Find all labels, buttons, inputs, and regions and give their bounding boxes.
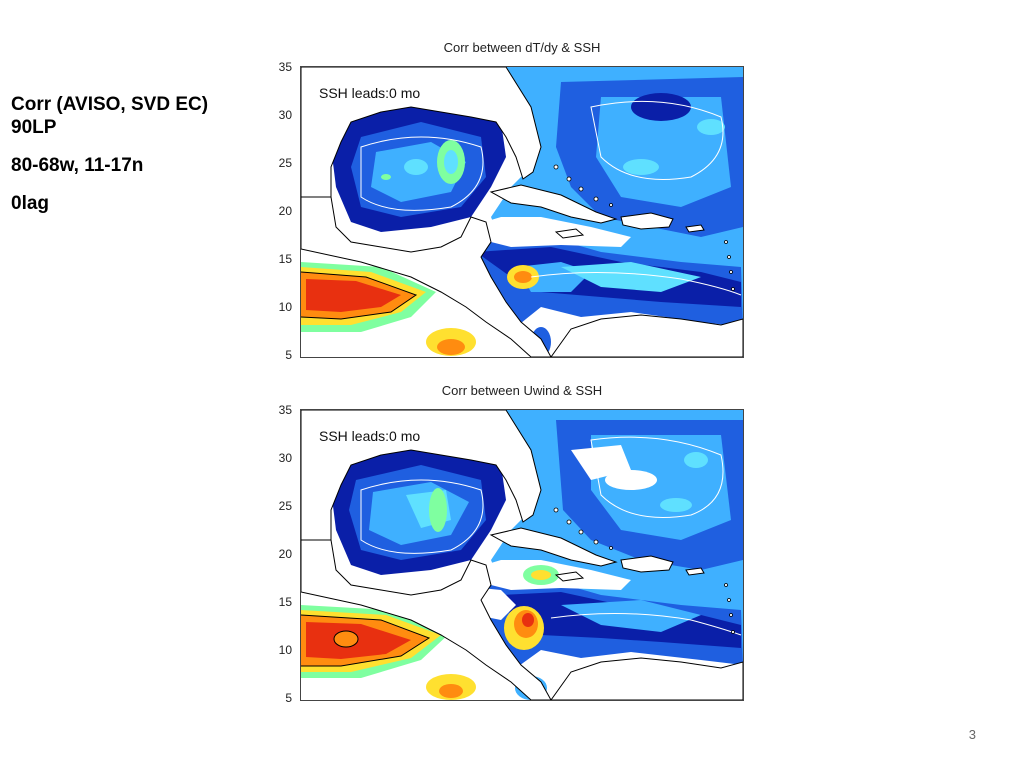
note-region: 80-68w, 11-17n	[11, 155, 144, 176]
y-tick-5: 5	[285, 691, 292, 705]
y-tick-20: 20	[278, 547, 292, 561]
correlation-map: SSH leads:0 mo	[300, 66, 744, 358]
map-svg	[301, 67, 743, 357]
y-tick-35: 35	[278, 403, 292, 417]
y-tick-10: 10	[278, 643, 292, 657]
slide-number: 3	[968, 727, 976, 742]
lead-label: SSH leads:0 mo	[319, 85, 421, 101]
y-tick-20: 20	[278, 204, 292, 218]
map-panel-dtdy: Corr between dT/dy & SSH 35 30 25 20 15 …	[262, 38, 762, 363]
y-tick-25: 25	[278, 499, 292, 513]
y-tick-15: 15	[278, 252, 292, 266]
lead-label: SSH leads:0 mo	[319, 428, 421, 444]
y-tick-5: 5	[285, 348, 292, 362]
panel-title: Corr between Uwind & SSH	[441, 383, 603, 398]
side-notes: Corr (AVISO, SVD EC) 90LP 80-68w, 11-17n…	[11, 93, 251, 215]
y-tick-30: 30	[278, 108, 292, 122]
panel-title: Corr between dT/dy & SSH	[443, 40, 601, 55]
y-tick-30: 30	[278, 451, 292, 465]
correlation-map: SSH leads:0 mo	[300, 409, 744, 701]
note-filter: 90LP	[11, 117, 57, 138]
map-svg	[301, 410, 743, 700]
map-panel-uwind: Corr between Uwind & SSH 35 30 25 20 15 …	[262, 381, 762, 706]
y-tick-15: 15	[278, 595, 292, 609]
y-tick-10: 10	[278, 300, 292, 314]
note-title: Corr (AVISO, SVD EC)	[11, 94, 209, 115]
y-tick-25: 25	[278, 156, 292, 170]
note-lag: 0lag	[11, 193, 50, 214]
y-tick-35: 35	[278, 60, 292, 74]
